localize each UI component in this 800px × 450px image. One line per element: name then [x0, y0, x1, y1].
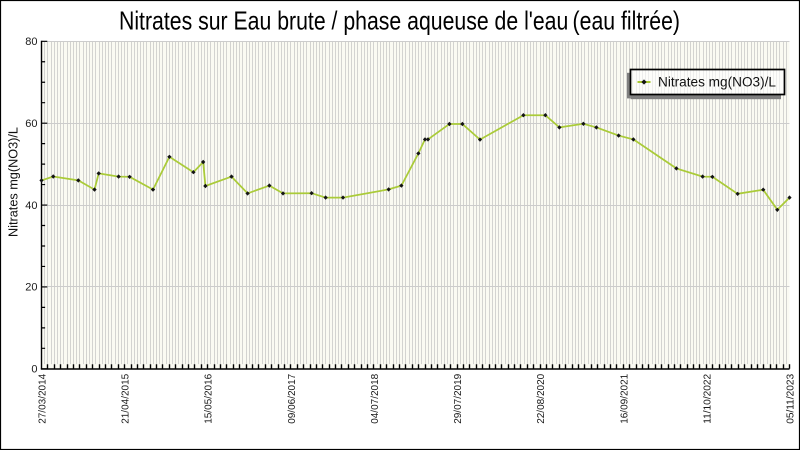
svg-text:Nitrates mg(NO3)/L: Nitrates mg(NO3)/L [658, 75, 776, 91]
svg-text:09/06/2017: 09/06/2017 [286, 374, 298, 424]
svg-text:Nitrates sur Eau brute / phase: Nitrates sur Eau brute / phase aqueuse d… [119, 6, 680, 36]
svg-text:Nitrates mg(NO3)/L: Nitrates mg(NO3)/L [6, 127, 21, 237]
svg-text:27/03/2014: 27/03/2014 [37, 374, 49, 424]
svg-text:04/07/2018: 04/07/2018 [369, 374, 381, 424]
svg-text:80: 80 [25, 36, 37, 48]
svg-text:11/10/2022: 11/10/2022 [701, 374, 713, 424]
svg-text:40: 40 [25, 200, 37, 212]
svg-text:20: 20 [25, 282, 37, 294]
svg-text:15/05/2016: 15/05/2016 [203, 374, 215, 424]
svg-text:16/09/2021: 16/09/2021 [618, 374, 630, 424]
svg-text:60: 60 [25, 118, 37, 130]
svg-text:22/08/2020: 22/08/2020 [535, 374, 547, 424]
svg-text:21/04/2015: 21/04/2015 [120, 374, 132, 424]
svg-text:0: 0 [31, 364, 37, 376]
svg-text:05/11/2023: 05/11/2023 [785, 374, 797, 424]
svg-text:29/07/2019: 29/07/2019 [452, 374, 464, 424]
